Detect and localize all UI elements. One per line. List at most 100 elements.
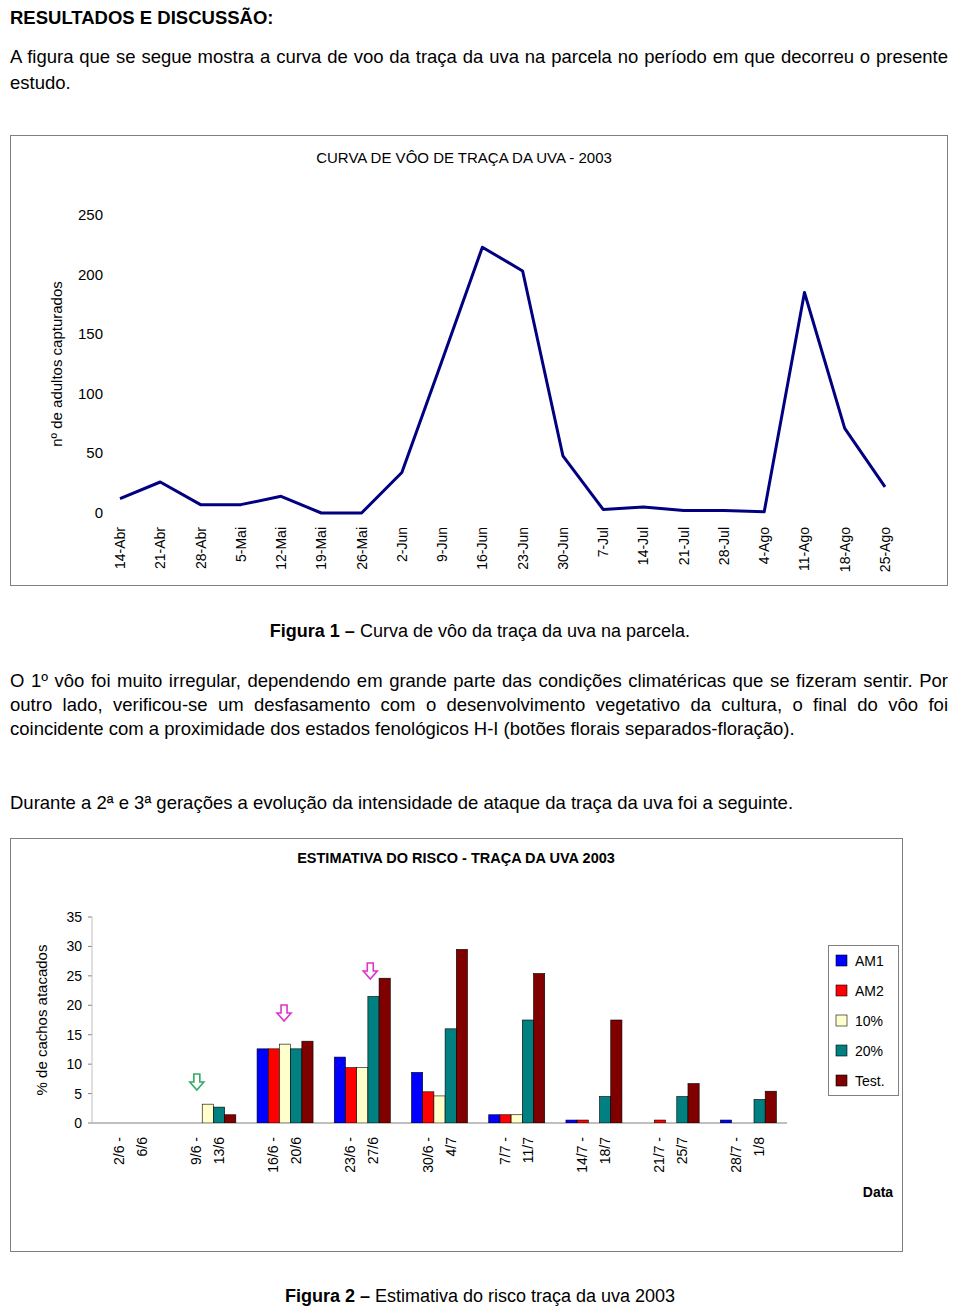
y-tick-label: 10 bbox=[66, 1056, 82, 1072]
bar bbox=[191, 1123, 202, 1124]
legend-label: Test. bbox=[855, 1073, 885, 1089]
bar bbox=[180, 1123, 191, 1124]
x-tick-label-line: 9/6 - bbox=[188, 1137, 204, 1165]
x-tick-label-line: 11/7 bbox=[520, 1137, 536, 1163]
x-tick-label: 18-Ago bbox=[837, 527, 853, 572]
x-tick-label-line: 1/8 bbox=[751, 1137, 767, 1157]
x-tick-label: 4-Ago bbox=[756, 527, 772, 565]
y-tick-label: 15 bbox=[66, 1027, 82, 1043]
bar bbox=[434, 1096, 445, 1123]
bar bbox=[732, 1123, 743, 1124]
y-tick bbox=[88, 975, 92, 976]
x-tick-label: 23/6 - 27/6 bbox=[342, 1137, 381, 1173]
x-tick-label: 9-Jun bbox=[434, 527, 450, 562]
paragraph: A figura que se segue mostra a curva de … bbox=[10, 44, 948, 96]
bar bbox=[225, 1115, 236, 1123]
paragraph: Durante a 2ª e 3ª gerações a evolução da… bbox=[10, 791, 948, 815]
y-tick bbox=[108, 334, 112, 335]
x-tick-label-line: 16/6 - bbox=[265, 1137, 281, 1173]
bar bbox=[688, 1084, 699, 1123]
legend-swatch bbox=[836, 985, 847, 996]
bar bbox=[600, 1097, 611, 1123]
bar bbox=[566, 1120, 577, 1123]
bar bbox=[577, 1120, 588, 1123]
y-tick bbox=[108, 274, 112, 275]
y-tick bbox=[88, 917, 92, 918]
chart-title: ESTIMATIVA DO RISCO - TRAÇA DA UVA 2003 bbox=[297, 850, 615, 866]
bar bbox=[720, 1120, 731, 1123]
y-axis-label: nº de adultos capturados bbox=[48, 281, 65, 447]
legend-label: 20% bbox=[855, 1043, 883, 1059]
x-tick-label: 21-Jul bbox=[676, 527, 692, 565]
x-tick-label-line: 27/6 bbox=[365, 1137, 381, 1164]
y-tick-label: 35 bbox=[66, 909, 82, 925]
x-tick-label: 2/6 - 6/6 bbox=[111, 1137, 150, 1165]
y-tick bbox=[88, 1093, 92, 1094]
x-tick-label-line: 6/6 bbox=[134, 1137, 150, 1157]
bar bbox=[765, 1091, 776, 1123]
line-chart: CURVA DE VÔO DE TRAÇA DA UVA - 2003 nº de… bbox=[11, 136, 948, 586]
legend-swatch bbox=[836, 1075, 847, 1086]
x-tick-label-line: 30/6 - bbox=[420, 1137, 436, 1173]
bar bbox=[654, 1120, 665, 1123]
y-tick-label: 150 bbox=[78, 325, 103, 342]
caption-text: Estimativa do risco traça da uva 2003 bbox=[375, 1286, 675, 1306]
x-tick-label-line: 28/7 - bbox=[728, 1137, 744, 1173]
legend-label: AM2 bbox=[855, 983, 884, 999]
x-tick-label-line: 2/6 - bbox=[111, 1137, 127, 1165]
bar bbox=[511, 1115, 522, 1123]
y-tick-label: 20 bbox=[66, 997, 82, 1013]
bar bbox=[754, 1099, 765, 1123]
bar-chart: ESTIMATIVA DO RISCO - TRAÇA DA UVA 2003%… bbox=[11, 839, 903, 1252]
bar bbox=[743, 1123, 754, 1124]
arrow bbox=[363, 963, 377, 979]
x-tick-label: 12-Mai bbox=[273, 527, 289, 570]
bar bbox=[588, 1123, 599, 1124]
x-tick-label: 7/7 -11/7 bbox=[497, 1137, 536, 1165]
bar bbox=[643, 1123, 654, 1124]
bar bbox=[268, 1049, 279, 1123]
x-tick-label: 21-Abr bbox=[152, 527, 168, 569]
bar bbox=[345, 1068, 356, 1123]
x-tick-label: 21/7 -25/7 bbox=[651, 1137, 690, 1173]
chart-frame bbox=[11, 136, 948, 586]
x-tick-label: 30-Jun bbox=[555, 527, 571, 570]
legend-box bbox=[829, 946, 899, 1096]
y-tick bbox=[88, 1005, 92, 1006]
bar bbox=[500, 1115, 511, 1123]
legend-swatch bbox=[836, 955, 847, 966]
x-tick-label-line: 18/7 bbox=[597, 1137, 613, 1164]
x-tick-label-line: 23/6 - bbox=[342, 1137, 358, 1173]
bar bbox=[302, 1041, 313, 1123]
y-tick bbox=[88, 1123, 92, 1124]
bar bbox=[114, 1123, 125, 1124]
x-tick-label: 14/7 -18/7 bbox=[574, 1137, 613, 1173]
y-tick bbox=[108, 215, 112, 216]
bar bbox=[291, 1049, 302, 1123]
caption-label: Figura 2 – bbox=[285, 1286, 370, 1306]
x-tick-label: 11-Ago bbox=[796, 527, 812, 571]
legend-swatch bbox=[836, 1015, 847, 1026]
x-tick-label: 7-Jul bbox=[595, 527, 611, 557]
y-tick-label: 50 bbox=[86, 444, 103, 461]
y-axis-label: % de cachos atacados bbox=[33, 945, 50, 1096]
x-tick-label: 30/6 - 4/7 bbox=[420, 1137, 459, 1173]
chart-title: CURVA DE VÔO DE TRAÇA DA UVA - 2003 bbox=[316, 149, 612, 166]
x-tick-label: 23-Jun bbox=[515, 527, 531, 570]
charts: CURVA DE VÔO DE TRAÇA DA UVA - 2003 nº de… bbox=[0, 0, 960, 1311]
bar bbox=[534, 974, 545, 1123]
bar bbox=[423, 1092, 434, 1123]
y-tick-label: 0 bbox=[95, 504, 103, 521]
x-tick-label: 19-Mai bbox=[313, 527, 329, 570]
figure-caption: Figura 1 – Curva de vôo da traça da uva … bbox=[0, 621, 960, 642]
x-tick-label: 26-Mai bbox=[354, 527, 370, 570]
legend: AM1AM210%20%Test. bbox=[829, 946, 899, 1096]
y-tick bbox=[108, 453, 112, 454]
x-tick-label-line: 4/7 bbox=[443, 1137, 459, 1157]
bar bbox=[677, 1097, 688, 1123]
x-tick-label: 14-Abr bbox=[112, 527, 128, 569]
bar bbox=[213, 1107, 224, 1123]
legend-label: AM1 bbox=[855, 953, 884, 969]
y-tick-label: 100 bbox=[78, 385, 103, 402]
x-tick-label: 28-Abr bbox=[193, 527, 209, 569]
